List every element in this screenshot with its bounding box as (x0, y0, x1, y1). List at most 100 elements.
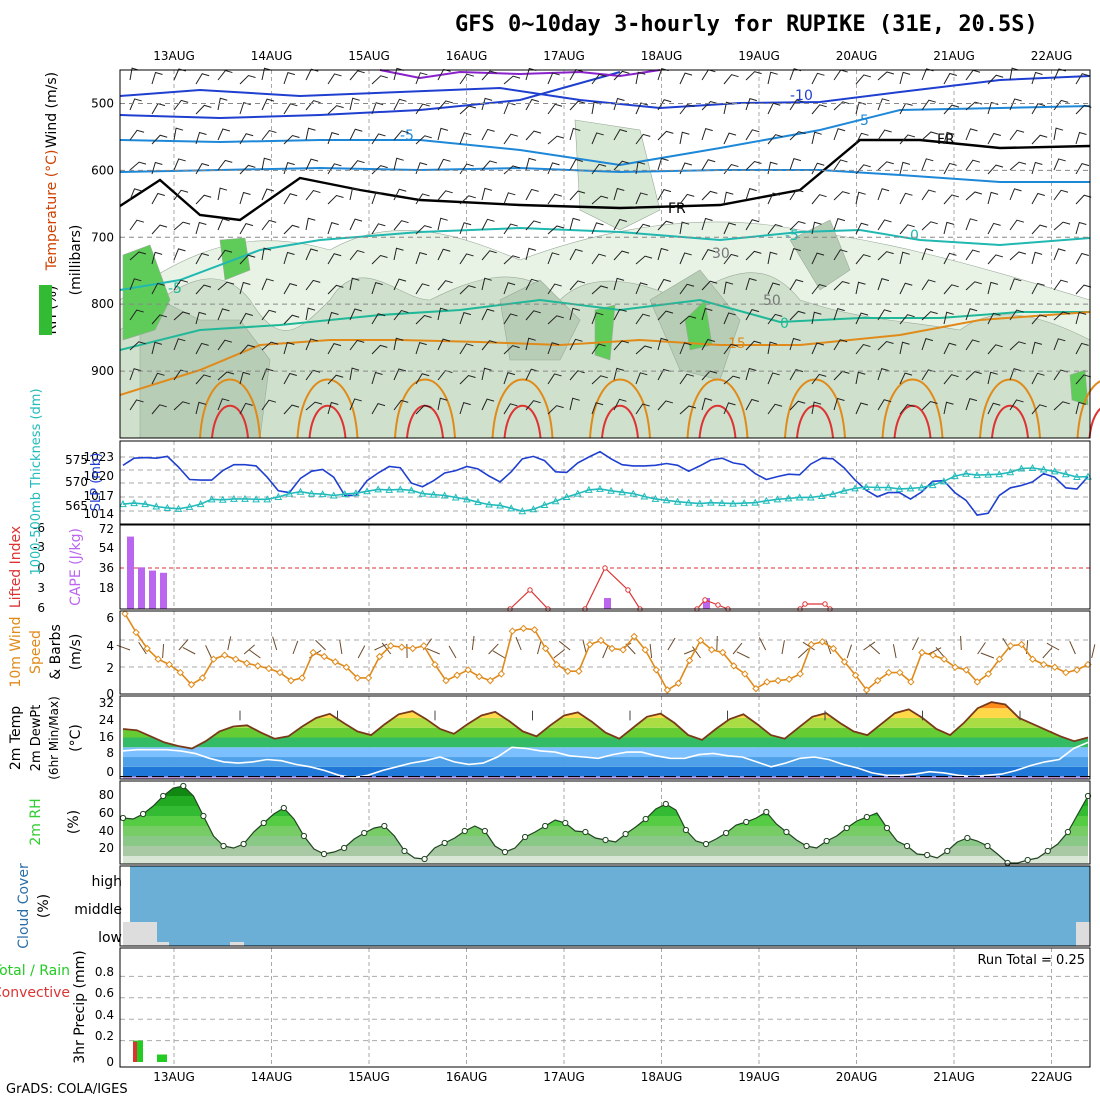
wind-barb (1053, 189, 1069, 201)
axis-labels: 13AUG 13AUG 14AUG 14AUG 15AUG 15AUG 16AUG 16AUG… (0, 49, 1091, 1084)
wind-barb (327, 401, 339, 415)
rh-point (622, 830, 629, 838)
wind-barb (239, 254, 256, 265)
wind-barb (811, 194, 827, 205)
wind-barb (723, 74, 739, 85)
wind-barb (129, 129, 145, 141)
date-label-bottom: 22AUG (1031, 1070, 1073, 1084)
wind-speed-point (575, 667, 583, 675)
thickness-point (163, 503, 172, 511)
ylabel-wind-barbs: & Barbs (48, 624, 64, 680)
wind-barb (481, 367, 492, 381)
wind-barb (283, 193, 298, 205)
wind-barb (987, 164, 1004, 175)
wind-barb (1009, 341, 1026, 351)
wind-barb (591, 73, 607, 85)
wind-speed-point (940, 655, 948, 663)
thickness-point (119, 500, 127, 508)
wind-barb (239, 74, 256, 85)
date-label-top: 16AUG (446, 49, 488, 63)
wind-barb (151, 192, 165, 205)
panel-border (119, 440, 1091, 525)
wind-barb (393, 337, 404, 351)
wind-barb (569, 280, 586, 291)
wind-barb (525, 278, 539, 291)
thickness-point (917, 483, 926, 491)
wind-barb (129, 399, 144, 411)
thickness-point (951, 472, 959, 480)
wind-barb (503, 345, 520, 355)
wind-barb (679, 252, 692, 265)
date-label-bottom: 17AUG (543, 1070, 585, 1084)
surface-wind-barb (248, 649, 261, 659)
wind-barb (1075, 104, 1092, 115)
wind-barb (767, 403, 783, 415)
wind-barb (767, 282, 781, 295)
temp-contour-20 (686, 378, 749, 439)
wind-barb (1053, 127, 1064, 141)
wind-barb (767, 223, 783, 235)
wind-barb (547, 72, 560, 85)
wind-barb (745, 129, 760, 141)
thickness-point (1061, 470, 1070, 478)
wind-barb (1053, 99, 1069, 111)
contour-label: 30 (712, 246, 730, 262)
surface-wind-barb (732, 642, 743, 655)
li-tick: 6 (37, 601, 45, 615)
wind-barb (217, 187, 228, 201)
wind-speed-point (807, 640, 815, 649)
wind-barb (635, 192, 648, 205)
thickness-point (285, 489, 294, 497)
wind-barb (833, 69, 848, 81)
wind-barb (415, 314, 432, 325)
thickness-point (640, 492, 649, 500)
wind-barb (371, 313, 386, 325)
wind-barb (943, 162, 957, 175)
wind-barb (723, 101, 734, 115)
precip-tick: 0.2 (95, 1029, 114, 1043)
wind-barb (635, 255, 653, 265)
surface-wind-barb (825, 640, 832, 655)
wind-barb (1031, 314, 1048, 325)
wind-barb (877, 71, 895, 81)
temp-contour-20 (881, 378, 944, 439)
wind-speed-point (342, 663, 351, 671)
wind-barb (415, 373, 430, 385)
wind-barb (481, 308, 495, 321)
wind-barb (789, 279, 804, 291)
contour-label: -5 (785, 228, 799, 244)
wind-barb (283, 314, 300, 325)
wind-barb (173, 189, 189, 201)
rh-point (863, 813, 870, 821)
wind-barb (591, 375, 608, 385)
pressure-panel: 575 570 565 1023 1020 1017 1014 (65, 450, 1092, 521)
surface-wind-barb (602, 644, 609, 659)
wind-barb (723, 343, 739, 355)
wind-barb (195, 194, 212, 205)
wind-barb (789, 369, 804, 381)
surface-wind-barb (911, 637, 919, 651)
wind-speed-point (486, 676, 494, 685)
ylabel-wind-speed: Speed (28, 630, 44, 674)
slp-tick: 1023 (83, 450, 114, 464)
wind-barb (503, 282, 516, 295)
rh-point (984, 842, 991, 850)
ylabel-wind-10m: 10m Wind (8, 616, 24, 687)
wind-barb (1031, 282, 1045, 295)
wind-speed-point (873, 676, 882, 685)
thickness-point (485, 500, 493, 508)
wind-speed-point (287, 676, 295, 685)
wind-barb (261, 129, 277, 141)
wind-barb (635, 403, 650, 415)
rh-tick: 80 (99, 788, 114, 802)
low-cloud-clear (230, 942, 244, 946)
temp-band (123, 757, 1088, 767)
wind-speed-point (630, 632, 638, 641)
wind-speed-point (652, 666, 661, 674)
temp-contour-minus10-b (119, 71, 621, 120)
wind-barb (525, 247, 537, 261)
wind-speed-point (375, 652, 384, 661)
wind-barb (833, 218, 846, 231)
rh-point (843, 824, 850, 832)
thickness-point (507, 504, 516, 512)
